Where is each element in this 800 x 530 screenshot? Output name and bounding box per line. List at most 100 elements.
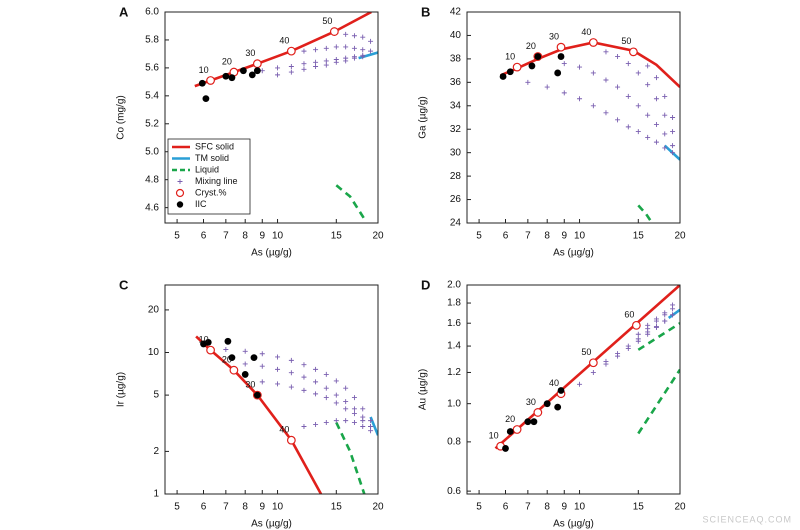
x-axis-label: As (µg/g) bbox=[553, 519, 594, 530]
mixing-point bbox=[360, 423, 366, 429]
x-tick-label: 6 bbox=[201, 502, 207, 513]
mixing-point bbox=[544, 84, 550, 90]
cryst-label: 20 bbox=[222, 56, 232, 66]
y-tick-label: 1.0 bbox=[447, 398, 461, 409]
cryst-label: 50 bbox=[581, 347, 591, 357]
x-tick-label: 15 bbox=[633, 502, 645, 513]
iic-point bbox=[557, 53, 565, 60]
mixing-point bbox=[323, 385, 329, 391]
mixing-point bbox=[288, 370, 294, 376]
mixing-point bbox=[259, 379, 265, 385]
legend-swatch bbox=[176, 201, 184, 208]
model-curve bbox=[194, 12, 372, 88]
y-tick-label: 0.8 bbox=[447, 437, 461, 448]
x-axis-label: As (µg/g) bbox=[553, 248, 594, 259]
mixing-point bbox=[670, 143, 676, 149]
x-tick-label: 6 bbox=[503, 502, 509, 513]
mixing-point bbox=[662, 112, 668, 118]
mixing-point bbox=[360, 418, 366, 424]
cryst-label: 60 bbox=[624, 310, 634, 320]
mixing-point bbox=[670, 302, 676, 308]
x-tick-label: 20 bbox=[674, 502, 686, 513]
model-curve bbox=[494, 285, 680, 450]
mixing-point bbox=[625, 93, 631, 99]
mixing-point bbox=[653, 139, 659, 145]
cryst-label: 10 bbox=[199, 334, 209, 344]
mixing-point bbox=[603, 110, 609, 116]
mixing-point bbox=[333, 44, 339, 50]
x-tick-label: 6 bbox=[503, 231, 509, 242]
legend-swatch bbox=[175, 188, 185, 198]
iic-point bbox=[241, 371, 249, 378]
mixing-point bbox=[360, 34, 366, 40]
y-tick-label: 5.6 bbox=[145, 63, 159, 74]
cryst-label: 30 bbox=[526, 397, 536, 407]
mixing-point bbox=[590, 70, 596, 76]
mixing-point bbox=[635, 338, 641, 344]
mixing-point bbox=[561, 90, 567, 96]
y-tick-label: 26 bbox=[450, 194, 462, 205]
y-tick-label: 28 bbox=[450, 171, 462, 182]
plot-area bbox=[195, 335, 378, 494]
mixing-point bbox=[351, 33, 357, 39]
mixing-point bbox=[351, 406, 357, 412]
iic-point bbox=[554, 69, 562, 77]
y-tick-label: 4.6 bbox=[145, 202, 159, 213]
iic-point bbox=[554, 403, 562, 411]
y-tick-label: 40 bbox=[450, 30, 462, 41]
x-tick-label: 15 bbox=[331, 231, 343, 242]
mixing-point bbox=[670, 150, 676, 156]
cryst-point bbox=[252, 59, 262, 69]
panel-letter: A bbox=[119, 4, 129, 19]
y-tick-label: 5.0 bbox=[145, 146, 159, 157]
cryst-point bbox=[628, 47, 638, 57]
y-tick-label: 5.4 bbox=[145, 90, 159, 101]
mixing-point bbox=[301, 374, 307, 380]
iic-point bbox=[528, 62, 536, 70]
model-curve bbox=[637, 368, 680, 435]
mixing-point bbox=[323, 420, 329, 426]
cryst-label: 40 bbox=[279, 36, 289, 46]
mixing-point bbox=[301, 48, 307, 54]
mixing-point bbox=[288, 384, 294, 390]
mixing-point bbox=[301, 423, 307, 429]
y-axis-label: Ir (µg/g) bbox=[116, 372, 127, 407]
x-tick-label: 9 bbox=[561, 502, 567, 513]
mixing-point bbox=[333, 378, 339, 384]
x-tick-label: 8 bbox=[544, 231, 550, 242]
mixing-point bbox=[635, 103, 641, 109]
x-axis-label: As (µg/g) bbox=[251, 248, 292, 259]
cryst-point bbox=[512, 62, 522, 72]
mixing-point bbox=[323, 62, 329, 68]
mixing-point bbox=[333, 59, 339, 65]
mixing-point bbox=[301, 387, 307, 393]
legend-label: Cryst.% bbox=[195, 187, 227, 197]
mixing-point bbox=[645, 322, 651, 328]
mixing-point bbox=[242, 348, 248, 354]
iic-point bbox=[557, 387, 565, 394]
iic-point bbox=[534, 53, 542, 60]
y-tick-label: 34 bbox=[450, 100, 462, 111]
x-tick-label: 10 bbox=[574, 502, 586, 513]
y-tick-label: 30 bbox=[450, 147, 462, 158]
mixing-point bbox=[603, 77, 609, 83]
mixing-point bbox=[242, 361, 248, 367]
y-axis-label: Ga (µg/g) bbox=[418, 96, 429, 138]
iic-point bbox=[239, 67, 247, 75]
mixing-point bbox=[653, 96, 659, 102]
cryst-label: 10 bbox=[489, 431, 499, 441]
mixing-point bbox=[561, 61, 567, 67]
model-curve bbox=[358, 51, 378, 60]
panel-letter: B bbox=[421, 4, 430, 19]
mixing-point bbox=[653, 325, 659, 331]
cryst-label: 10 bbox=[505, 51, 515, 61]
mixing-point bbox=[343, 406, 349, 412]
panel-letter: D bbox=[421, 277, 430, 292]
legend-label: Mixing line bbox=[195, 176, 238, 186]
cryst-point bbox=[533, 408, 543, 417]
cryst-label: 30 bbox=[245, 48, 255, 58]
mixing-point bbox=[635, 70, 641, 76]
cryst-point bbox=[588, 38, 598, 47]
